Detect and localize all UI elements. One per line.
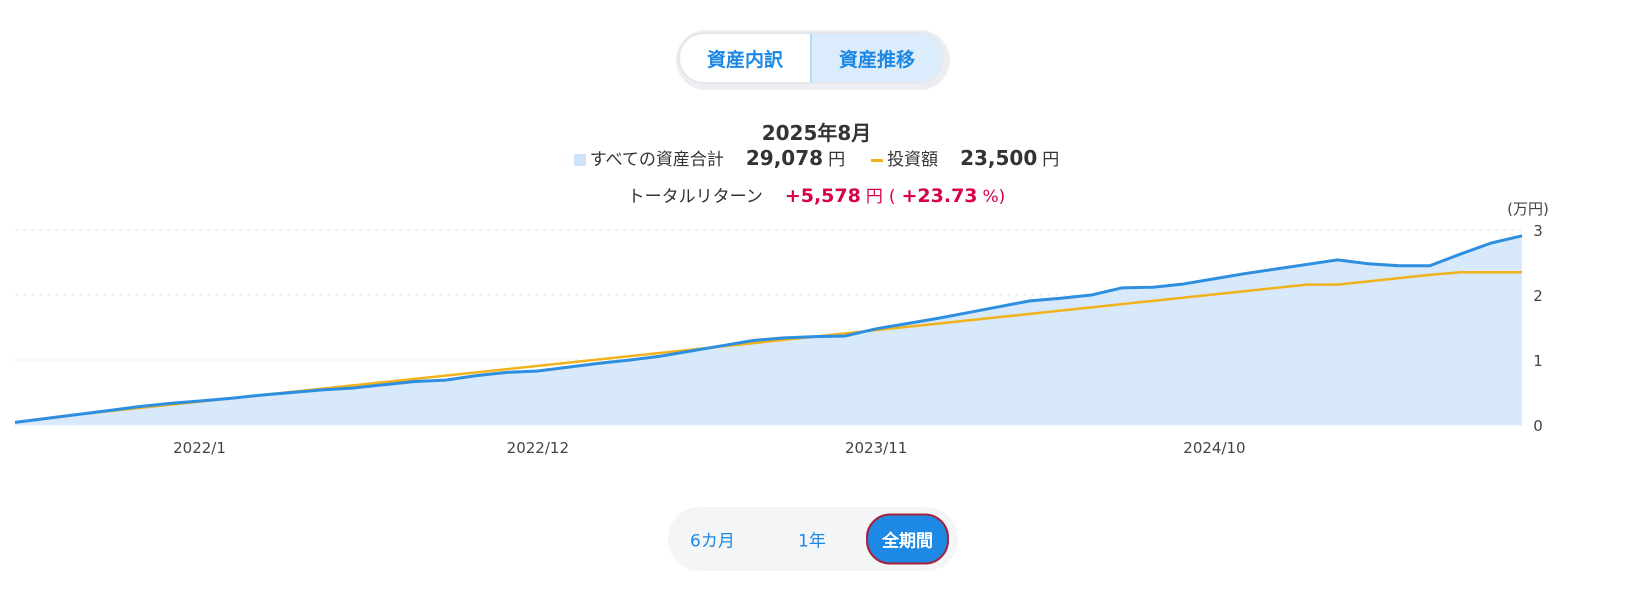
range-all-period[interactable]: 全期間 xyxy=(866,513,949,565)
range-1-year[interactable]: 1年 xyxy=(798,531,826,552)
return-open-paren: ( xyxy=(888,187,896,207)
invest-unit: 円 xyxy=(1042,150,1060,170)
y-tick-label: 3 xyxy=(1533,222,1543,240)
y-tick-label: 1 xyxy=(1533,352,1543,370)
asset-area-swatch xyxy=(573,153,586,166)
view-toggle: 資産内訳 資産推移 xyxy=(676,30,950,90)
invest-label: 投資額 xyxy=(887,150,939,170)
return-value: +5,578 xyxy=(784,185,861,207)
y-tick-label: 2 xyxy=(1533,287,1543,305)
legend: すべての資産合計 29,078 円 投資額 23,500 円 xyxy=(0,145,1633,170)
period-label: 2025年8月 xyxy=(761,121,872,145)
total-unit: 円 xyxy=(828,150,846,170)
asset-area xyxy=(15,235,1522,425)
x-tick-label: 2024/10 xyxy=(1183,439,1245,457)
range-6-months[interactable]: 6カ月 xyxy=(690,531,735,552)
invest-value: 23,500 xyxy=(960,145,1038,170)
return-unit: 円 xyxy=(865,187,883,207)
view-toggle-inner: 資産内訳 資産推移 xyxy=(678,32,944,84)
asset-line xyxy=(14,234,1523,424)
y-tick-label: 0 xyxy=(1533,417,1543,435)
x-tick-label: 2023/11 xyxy=(845,439,907,457)
return-close-paren: %) xyxy=(982,187,1006,207)
y-axis-unit: (万円) xyxy=(1507,200,1549,218)
return-label: トータルリターン xyxy=(627,187,763,207)
range-toggle: 6カ月 1年 全期間 xyxy=(668,507,958,571)
tab-asset-breakdown[interactable]: 資産内訳 xyxy=(706,48,783,71)
return-percent: +23.73 xyxy=(901,185,978,207)
x-tick-label: 2022/12 xyxy=(507,439,569,457)
tab-asset-trend[interactable]: 資産推移 xyxy=(810,34,942,82)
asset-trend-chart: 0 1 2 3 (万円) 2022/1 2022/12 2023/11 2024/10 xyxy=(14,200,1549,457)
invest-line-swatch xyxy=(871,159,884,162)
total-return: トータルリターン +5,578 円 ( +23.73 %) xyxy=(0,182,1633,207)
total-label: すべての資産合計 xyxy=(589,150,724,170)
total-value: 29,078 xyxy=(745,145,824,170)
x-tick-label: 2022/1 xyxy=(173,439,226,457)
